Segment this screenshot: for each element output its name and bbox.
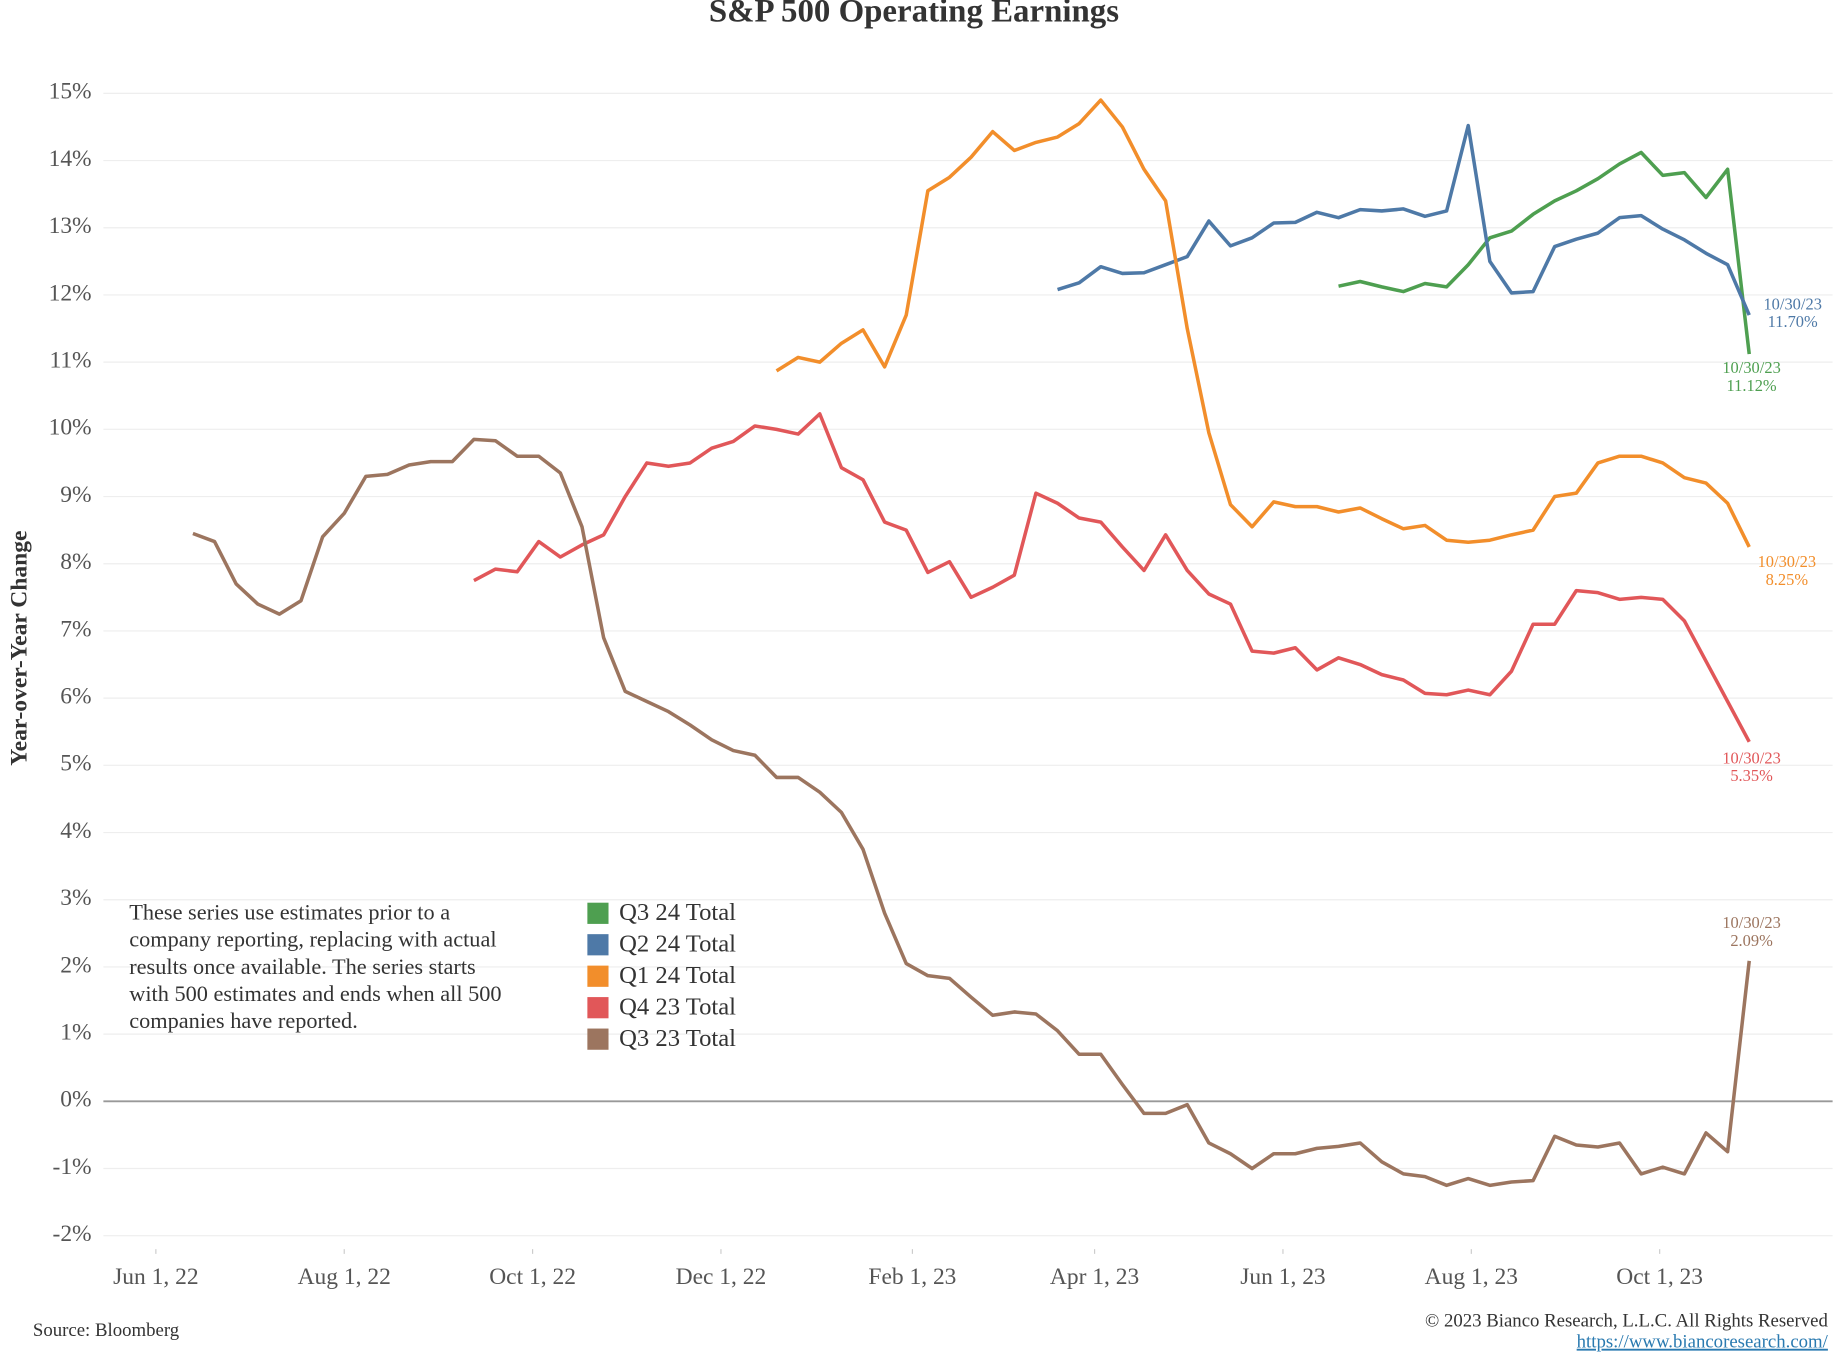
series-line bbox=[192, 437, 1751, 1188]
website-link[interactable]: https://www.biancoresearch.com/ bbox=[1577, 1332, 1829, 1353]
note-line: companies have reported. bbox=[129, 1008, 358, 1033]
y-tick-label: 4% bbox=[60, 818, 91, 844]
legend-swatch bbox=[587, 1028, 609, 1050]
y-tick-label: 3% bbox=[60, 885, 91, 911]
y-tick-label: 1% bbox=[60, 1020, 91, 1046]
x-tick-label: Aug 1, 22 bbox=[298, 1264, 391, 1290]
end-value-label: 11.12% bbox=[1727, 376, 1777, 395]
y-tick-label: 13% bbox=[49, 213, 92, 239]
x-tick-label: Jun 1, 22 bbox=[113, 1264, 198, 1290]
legend-swatch bbox=[587, 997, 609, 1019]
series-line bbox=[1338, 150, 1751, 355]
note-line: company reporting, replacing with actual bbox=[129, 927, 496, 952]
legend-label: Q1 24 Total bbox=[619, 962, 736, 989]
x-tick-label: Apr 1, 23 bbox=[1050, 1264, 1139, 1290]
chart-title: S&P 500 Operating Earnings bbox=[709, 0, 1119, 30]
end-value-label: 8.25% bbox=[1766, 570, 1809, 589]
x-tick-label: Oct 1, 23 bbox=[1616, 1264, 1703, 1290]
x-tick-label: Aug 1, 23 bbox=[1425, 1264, 1518, 1290]
y-tick-label: 5% bbox=[60, 751, 91, 777]
y-tick-label: 2% bbox=[60, 952, 91, 978]
legend-label: Q2 24 Total bbox=[619, 931, 736, 958]
note-line: results once available. The series start… bbox=[129, 954, 476, 979]
series-line bbox=[1057, 123, 1751, 316]
end-value-label: 11.70% bbox=[1768, 312, 1818, 331]
legend-label: Q4 23 Total bbox=[619, 994, 736, 1021]
y-axis-title: Year-over-Year Change bbox=[7, 531, 33, 766]
legend-swatch bbox=[587, 934, 609, 956]
y-tick-label: 12% bbox=[49, 280, 92, 306]
end-value-label: 5.35% bbox=[1730, 766, 1773, 785]
y-tick-label: 14% bbox=[49, 146, 92, 172]
end-date-label: 10/30/23 bbox=[1758, 552, 1816, 571]
series-line bbox=[473, 412, 1751, 743]
y-tick-label: 11% bbox=[49, 348, 91, 374]
x-tick-label: Oct 1, 22 bbox=[489, 1264, 576, 1290]
legend-swatch bbox=[587, 902, 609, 924]
end-date-label: 10/30/23 bbox=[1763, 294, 1821, 313]
y-tick-label: 8% bbox=[60, 549, 91, 575]
y-tick-label: 6% bbox=[60, 684, 91, 710]
end-date-label: 10/30/23 bbox=[1722, 358, 1780, 377]
y-tick-label: -1% bbox=[53, 1154, 92, 1180]
end-date-label: 10/30/23 bbox=[1722, 748, 1780, 767]
end-date-label: 10/30/23 bbox=[1722, 913, 1780, 932]
y-tick-label: 0% bbox=[60, 1087, 91, 1113]
end-value-label: 2.09% bbox=[1730, 931, 1773, 950]
y-tick-label: 9% bbox=[60, 482, 91, 508]
y-tick-label: 7% bbox=[60, 616, 91, 642]
legend-label: Q3 23 Total bbox=[619, 1025, 736, 1052]
x-tick-label: Jun 1, 23 bbox=[1240, 1264, 1325, 1290]
x-tick-label: Feb 1, 23 bbox=[868, 1264, 956, 1290]
legend-label: Q3 24 Total bbox=[619, 899, 736, 926]
series-line bbox=[775, 98, 1751, 548]
copyright: © 2023 Bianco Research, L.L.C. All Right… bbox=[1425, 1311, 1828, 1332]
note-line: These series use estimates prior to a bbox=[129, 900, 450, 925]
y-tick-label: 10% bbox=[49, 415, 92, 441]
legend-swatch bbox=[587, 965, 609, 987]
y-tick-label: -2% bbox=[53, 1221, 92, 1247]
note-line: with 500 estimates and ends when all 500 bbox=[129, 981, 501, 1006]
y-tick-label: 15% bbox=[49, 79, 92, 105]
source: Source: Bloomberg bbox=[33, 1320, 180, 1341]
x-tick-label: Dec 1, 22 bbox=[676, 1264, 767, 1290]
